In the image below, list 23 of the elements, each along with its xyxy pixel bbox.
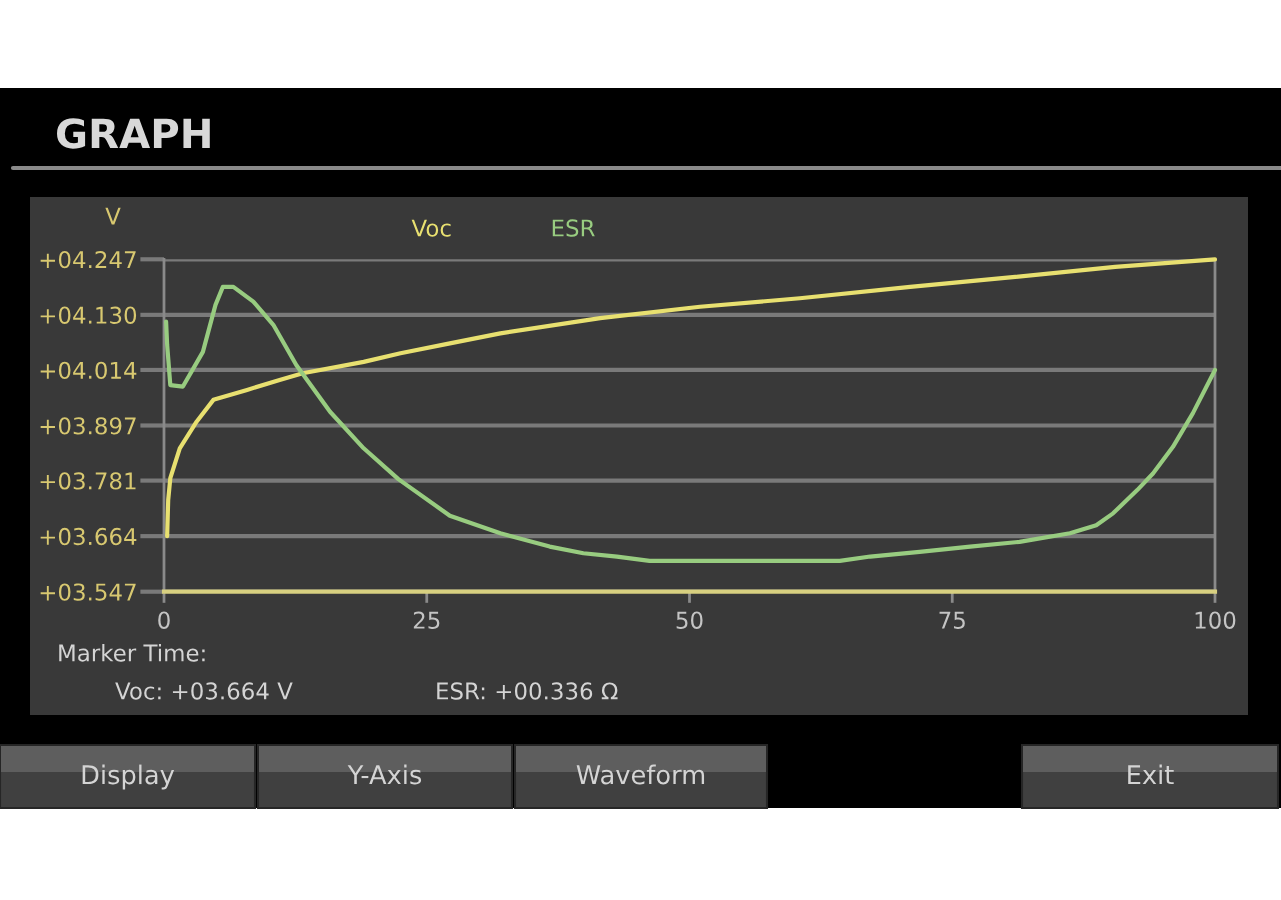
text: Voc [411,219,451,237]
y-tick-label: +03.897 [40,417,136,435]
chart-title: GRAPH [57,118,210,149]
text: Voc: +03.664 V [115,682,293,700]
text: Exit [1128,764,1174,785]
y-tick-label: +04.130 [40,306,137,324]
x-tick-label: 25 [413,611,440,629]
y-tick-label: +04.014 [40,361,137,379]
text: Display [82,764,175,790]
x-tick-label: 100 [1195,611,1236,629]
x-tick-label: 75 [939,611,965,629]
x-tick-label: 50 [676,611,703,629]
y-tick-label: +03.664 [40,527,137,546]
text: ESR [552,219,595,237]
y-axis-title: V [105,207,121,225]
text: Marker Time: [59,643,205,662]
text: Y-Axis [347,764,422,785]
y-tick-label: +03.547 [40,583,136,601]
text: ESR: +00.336 Ω [437,682,618,700]
y-tick-label: +04.247 [40,251,136,269]
y-tick-label: +03.781 [40,472,136,490]
text: Waveform [576,764,705,785]
x-tick-label: 0 [158,611,170,629]
